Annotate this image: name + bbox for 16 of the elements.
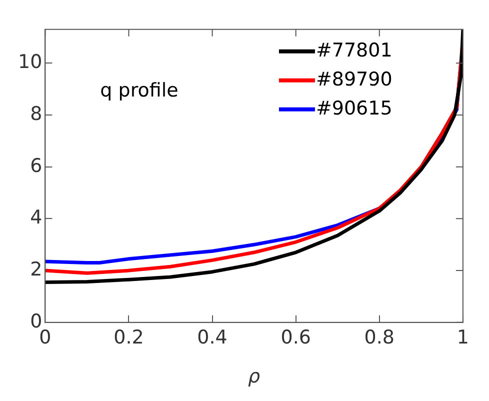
legend-label: #90615 [316,97,392,120]
x-tick-label: 0.8 [364,326,395,349]
x-tick-label: 1 [456,326,470,349]
legend-label: #77801 [316,39,392,62]
legend-label: #89790 [316,68,392,90]
x-tick-label: 0.4 [197,326,228,349]
x-axis-title: ρ [248,366,260,388]
y-tick-label: 6 [30,154,42,177]
y-tick-label: 10 [18,51,42,74]
x-tick-label: 0.6 [280,326,311,349]
x-tick-label: 0.2 [114,326,144,349]
y-tick-label: 0 [30,310,42,332]
y-tick-label: 8 [30,102,42,125]
y-tick-label: 2 [30,258,42,280]
y-tick-label: 4 [30,206,42,229]
annotation: q profile [100,79,178,102]
